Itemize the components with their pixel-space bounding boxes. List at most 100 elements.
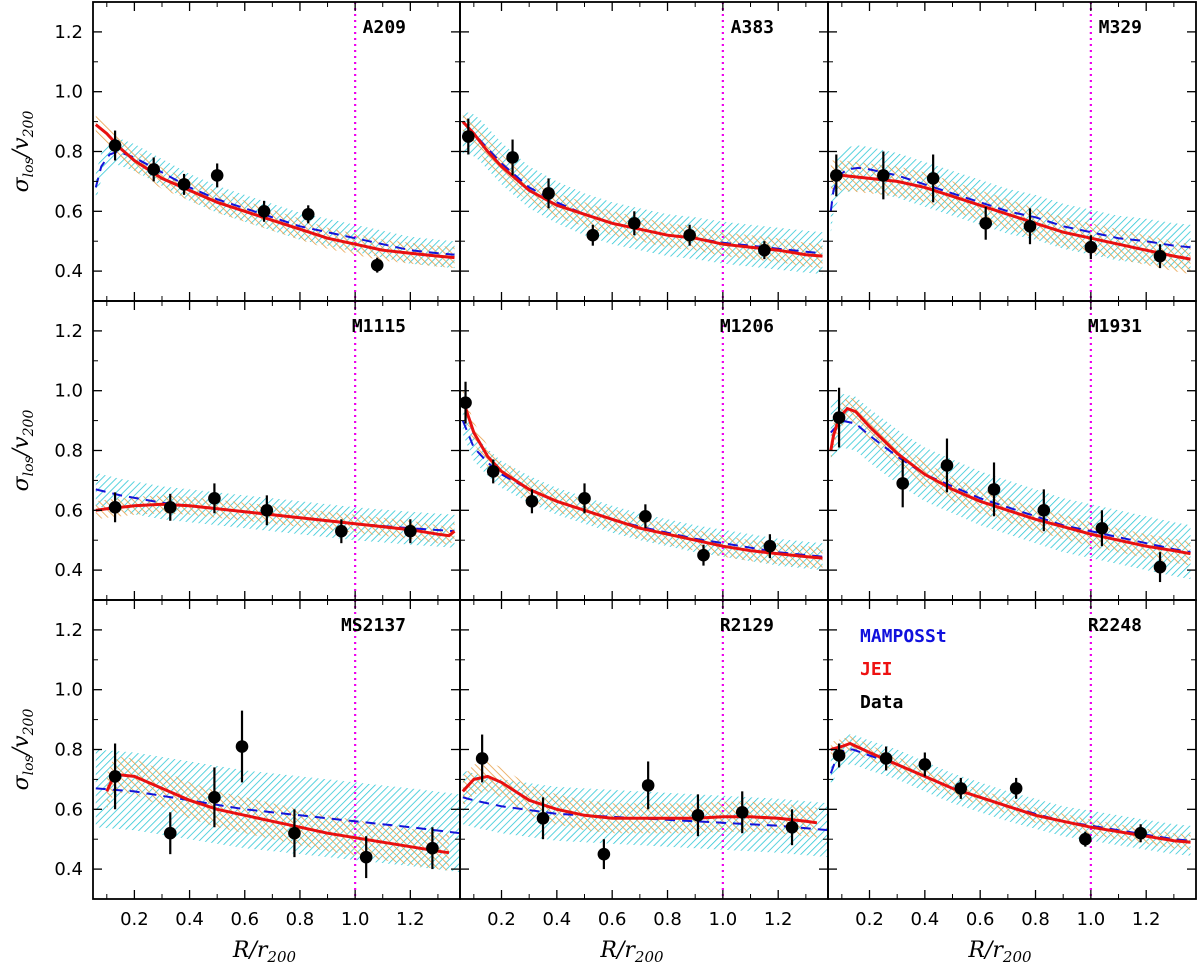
y-tick-label: 1.0 — [54, 381, 83, 402]
panel-plot-area — [829, 2, 1191, 301]
x-tick-label: 0.8 — [1021, 909, 1050, 930]
x-tick-label: 1.0 — [341, 909, 370, 930]
panel-a383: A383 — [459, 1, 829, 302]
panel-plot-area — [829, 600, 1191, 899]
jei-band — [462, 389, 823, 569]
jei-line — [95, 502, 456, 538]
x-tick-label: 0.2 — [487, 909, 516, 930]
data-point — [832, 749, 846, 762]
data-point — [896, 477, 910, 490]
panel-plot-area — [94, 2, 455, 301]
cluster-name-label: M1115 — [352, 316, 406, 337]
y-axis-title: σlos/v200 — [9, 111, 37, 193]
data-point — [108, 139, 122, 152]
y-tick-label: 1.0 — [54, 82, 83, 103]
data-point — [758, 243, 771, 257]
panel-plot-area — [461, 2, 823, 301]
cluster-name-label: A209 — [363, 17, 406, 38]
x-tick-label: 0.4 — [543, 909, 572, 930]
x-tick-label: 0.6 — [230, 909, 259, 930]
data-point — [147, 163, 161, 176]
data-point — [940, 459, 954, 472]
data-point — [918, 758, 932, 771]
y-tick-label: 0.6 — [54, 201, 83, 222]
cluster-name-label: R2129 — [720, 615, 774, 636]
data-point — [735, 805, 749, 819]
jei-line — [830, 741, 1191, 844]
y-tick-label: 0.6 — [54, 799, 83, 820]
data-point — [832, 411, 846, 424]
data-point — [208, 791, 221, 804]
data-point — [1079, 832, 1092, 846]
data-point — [108, 501, 122, 514]
data-point — [1037, 504, 1051, 517]
panel-plot-area — [95, 600, 460, 899]
y-tick-label: 0.6 — [54, 500, 83, 521]
mamposst-line — [462, 796, 828, 832]
y-tick-label: 0.8 — [54, 740, 83, 761]
jei-band — [106, 757, 450, 871]
data-point — [763, 539, 777, 553]
data-point — [586, 228, 600, 242]
data-point — [578, 492, 591, 505]
data-point — [506, 151, 519, 164]
data-point — [879, 752, 893, 765]
x-axis-title: R/r200 — [232, 938, 297, 966]
data-point — [1153, 249, 1167, 263]
panel-plot-area — [460, 301, 823, 600]
y-tick-label: 0.8 — [54, 142, 83, 163]
panels-layer: A209 0.4 0.6 0.8 1.0 1.2 σlos/v200 A383 M329 M111… — [9, 1, 1197, 966]
x-axis-title: R/r200 — [599, 938, 664, 966]
data-point — [288, 826, 301, 840]
data-point — [639, 509, 652, 523]
y-axis-title: σlos/v200 — [9, 410, 37, 492]
data-point — [1153, 560, 1167, 574]
data-point — [404, 524, 417, 538]
data-point — [830, 169, 843, 182]
panel-r2248: R2248 0.2 0.4 0.6 0.8 1.0 1.2 R/r200 — [827, 599, 1197, 966]
cluster-name-label: M1206 — [720, 316, 774, 337]
data-point — [683, 228, 696, 242]
data-point — [785, 820, 799, 834]
panel-plot-area — [829, 301, 1191, 600]
panel-r2129: R2129 0.2 0.4 0.6 0.8 1.0 1.2 R/r200 — [459, 599, 829, 966]
data-point — [210, 169, 224, 182]
x-tick-label: 0.8 — [653, 909, 682, 930]
panel-frame — [459, 599, 829, 900]
data-point — [1023, 219, 1037, 233]
x-tick-label: 0.2 — [120, 909, 149, 930]
data-point — [1009, 782, 1023, 795]
jei-line — [461, 399, 823, 560]
data-point — [108, 770, 122, 783]
jei-line — [94, 123, 455, 260]
x-tick-label: 0.6 — [966, 909, 995, 930]
data-point — [257, 205, 271, 218]
x-tick-label: 1.2 — [1132, 909, 1161, 930]
y-tick-label: 0.4 — [54, 560, 83, 581]
legend-jei: JEI — [860, 659, 893, 680]
data-point — [460, 396, 472, 409]
data-point — [462, 130, 475, 143]
jei-band — [95, 495, 455, 545]
x-axis-title: R/r200 — [967, 938, 1032, 966]
mamposst-line — [95, 787, 460, 835]
data-point — [301, 207, 315, 221]
panel-ms2137: MS2137 0.4 0.6 0.8 1.0 1.2 σlos/v200 0.2 0.4 0.6 0… — [9, 599, 461, 966]
panel-m1115: M1115 0.4 0.6 0.8 1.0 1.2 σlos/v200 — [9, 300, 461, 601]
data-point — [954, 782, 968, 795]
data-point — [426, 841, 439, 855]
data-point — [628, 216, 641, 230]
data-point — [542, 187, 555, 200]
panel-m1206: M1206 — [459, 300, 829, 601]
cluster-name-label: MS2137 — [341, 615, 406, 636]
x-tick-label: 0.6 — [598, 909, 627, 930]
data-point — [370, 258, 384, 272]
x-tick-label: 0.8 — [286, 909, 315, 930]
panel-m1931: M1931 — [827, 300, 1197, 601]
x-tick-label: 1.2 — [396, 909, 425, 930]
data-point — [475, 752, 489, 765]
x-tick-label: 0.4 — [911, 909, 940, 930]
panel-plot-area — [95, 301, 456, 600]
y-tick-label: 0.4 — [54, 261, 83, 282]
